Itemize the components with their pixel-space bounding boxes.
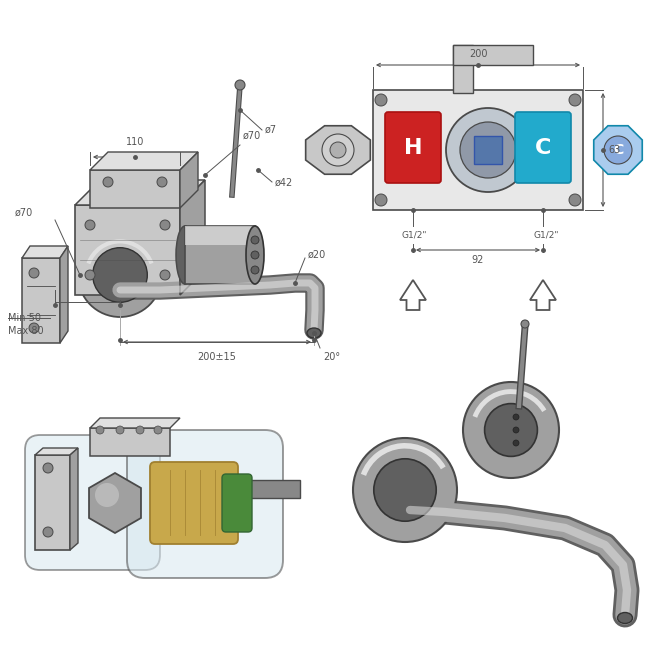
Polygon shape [89,473,141,533]
Text: G1/2": G1/2" [533,231,559,240]
Circle shape [29,323,39,333]
Bar [453,45,473,93]
Text: C: C [535,138,551,158]
Circle shape [513,414,519,420]
FancyBboxPatch shape [474,136,502,164]
Text: 110: 110 [126,137,144,147]
Polygon shape [60,246,68,343]
Circle shape [43,463,53,473]
FancyBboxPatch shape [25,435,160,570]
Bar [185,226,255,284]
Circle shape [463,382,559,478]
Text: ø7: ø7 [265,125,277,135]
Circle shape [446,108,530,192]
Circle shape [160,270,170,280]
Circle shape [353,438,457,542]
Bar [35,455,70,550]
Text: C: C [613,143,623,157]
Bar [75,205,180,295]
Circle shape [569,194,581,206]
Ellipse shape [176,226,194,284]
Polygon shape [530,280,556,310]
Circle shape [251,251,259,259]
Circle shape [251,236,259,244]
Text: 20°: 20° [323,352,340,362]
Bar [250,480,300,498]
Bar [22,258,60,343]
Circle shape [569,94,581,106]
Polygon shape [306,126,370,174]
FancyBboxPatch shape [222,474,252,532]
Circle shape [85,270,95,280]
Circle shape [322,134,354,166]
Bar [185,226,255,245]
Circle shape [513,440,519,446]
Circle shape [235,80,245,90]
Circle shape [251,266,259,274]
Circle shape [78,233,162,317]
Ellipse shape [307,328,321,338]
Circle shape [43,527,53,537]
Polygon shape [180,152,198,208]
FancyBboxPatch shape [127,430,283,578]
Circle shape [116,426,124,434]
Polygon shape [400,280,426,310]
Circle shape [154,426,162,434]
Text: ø70: ø70 [15,208,33,218]
Circle shape [29,268,39,278]
Circle shape [96,426,104,434]
Circle shape [604,136,632,164]
Polygon shape [70,448,78,550]
FancyBboxPatch shape [385,112,441,183]
FancyBboxPatch shape [515,112,571,183]
Text: ø42: ø42 [275,178,293,188]
Circle shape [460,122,516,178]
Polygon shape [594,126,642,174]
Bar [373,90,583,210]
Ellipse shape [246,226,264,284]
FancyBboxPatch shape [150,462,238,544]
Bar [90,428,170,456]
Text: Min 50: Min 50 [8,313,41,323]
Polygon shape [75,180,205,205]
Circle shape [157,177,167,187]
Text: H: H [404,138,422,158]
Circle shape [160,220,170,230]
Circle shape [330,142,346,158]
Polygon shape [90,418,180,428]
Text: 63: 63 [608,145,620,155]
Circle shape [136,426,144,434]
Text: 200: 200 [469,49,488,59]
Circle shape [521,320,529,328]
Bar [90,170,180,208]
Circle shape [375,94,387,106]
Circle shape [103,177,113,187]
Circle shape [375,194,387,206]
Polygon shape [35,448,78,455]
Circle shape [95,483,119,507]
Circle shape [485,403,537,457]
Circle shape [374,459,436,521]
Circle shape [85,220,95,230]
Circle shape [93,248,147,302]
Ellipse shape [617,612,633,623]
Polygon shape [90,152,198,170]
Text: 200±15: 200±15 [198,352,236,362]
Bar [453,45,533,65]
Polygon shape [180,180,205,295]
Circle shape [513,427,519,433]
Text: Max 80: Max 80 [8,326,44,336]
Text: 92: 92 [472,255,484,265]
Polygon shape [22,246,68,258]
Text: ø70: ø70 [243,131,261,141]
Text: ø20: ø20 [308,250,326,260]
Text: G1/2": G1/2" [401,231,426,240]
